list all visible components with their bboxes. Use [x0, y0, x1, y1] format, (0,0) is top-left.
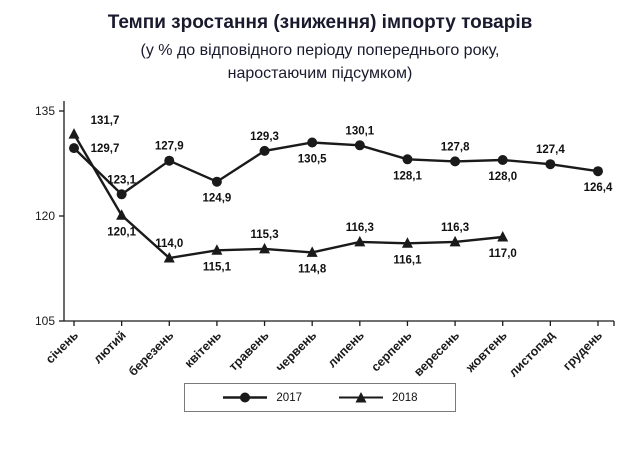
data-label: 128,0: [488, 171, 517, 183]
data-label: 120,1: [107, 227, 136, 239]
data-label: 116,1: [393, 255, 422, 267]
x-tick-label: січень: [43, 328, 81, 366]
series-2018: 131,7 120,1 114,0 115,1 115,3 114,8 116,3 116,1…: [68, 115, 517, 276]
triangle-marker-icon: [116, 209, 128, 221]
triangle-marker-icon: [259, 243, 271, 254]
legend: 2017 2018: [184, 383, 456, 413]
axes: [59, 101, 615, 327]
triangle-marker-icon: [401, 237, 413, 249]
y-tick-label: 105: [35, 314, 55, 328]
data-label: 127,8: [441, 142, 470, 154]
triangle-marker-icon: [449, 236, 461, 247]
x-tick-label: лютий: [91, 329, 129, 367]
circle-marker-icon: [497, 155, 508, 166]
chart-page: Темпи зростання (зниження) імпорту товар…: [0, 12, 640, 469]
data-label: 129,3: [250, 131, 279, 143]
triangle-marker-icon: [306, 246, 318, 258]
triangle-marker-icon: [211, 244, 223, 256]
triangle-marker-icon: [68, 128, 80, 139]
x-tick-label: липень: [325, 328, 367, 370]
circle-marker-icon: [223, 392, 268, 403]
x-tick-label: квітень: [182, 328, 224, 370]
series-line: [73, 141, 599, 197]
data-label: 116,3: [346, 222, 374, 234]
circle-marker-icon: [69, 143, 79, 154]
series-line: [72, 133, 503, 260]
y-axis-labels: 105 120 135: [35, 104, 55, 328]
legend-item-2017: 2017: [222, 391, 302, 404]
series-2017: 129,7 123,1 127,9 124,9 129,3 130,5 130,1 128,1…: [69, 126, 613, 205]
data-label: 126,4: [584, 183, 613, 195]
data-label: 123,1: [107, 175, 136, 187]
data-label: 124,9: [203, 193, 232, 205]
data-label: 127,9: [155, 141, 184, 153]
x-tick-label: вересень: [411, 328, 462, 379]
chart-title: Темпи зростання (зниження) імпорту товар…: [107, 12, 533, 33]
data-label: 130,5: [298, 154, 327, 166]
data-label: 127,4: [536, 145, 565, 157]
circle-marker-icon: [593, 166, 603, 177]
triangle-marker-icon: [354, 236, 366, 247]
circle-marker-icon: [354, 140, 365, 151]
y-tick-label: 120: [35, 209, 55, 223]
x-tick-label: грудень: [560, 328, 605, 373]
circle-marker-icon: [307, 137, 318, 148]
circle-marker-icon: [402, 154, 413, 165]
legend-item-2018: 2018: [338, 391, 418, 404]
legend-label-2018: 2018: [392, 391, 418, 404]
data-label: 131,7: [91, 115, 120, 127]
data-label: 115,3: [250, 229, 278, 241]
circle-marker-icon: [211, 177, 222, 188]
triangle-marker-icon: [163, 252, 175, 263]
x-tick-label: травень: [226, 328, 272, 374]
circle-marker-icon: [116, 189, 127, 200]
chart-subtitle-line1: (у % до відповідного періоду попередньог…: [140, 42, 500, 59]
circle-marker-icon: [164, 156, 175, 167]
x-tick-label: серпень: [368, 328, 414, 374]
data-label: 116,3: [441, 222, 469, 234]
data-label: 117,0: [489, 248, 517, 260]
legend-label-2017: 2017: [276, 391, 302, 404]
chart-subtitle-line2: наростаючим підсумком): [227, 65, 413, 83]
data-label: 128,1: [393, 171, 422, 183]
circle-marker-icon: [545, 159, 556, 170]
circle-marker-icon: [450, 156, 461, 167]
triangle-marker-icon: [339, 392, 383, 403]
x-tick-label: березень: [126, 328, 177, 379]
x-tick-label: червень: [273, 328, 320, 375]
x-tick-label: листопад: [506, 329, 557, 380]
triangle-marker-icon: [497, 231, 509, 242]
data-label: 115,1: [203, 262, 232, 274]
circle-marker-icon: [259, 146, 270, 157]
data-label: 129,7: [91, 143, 120, 155]
data-label: 114,8: [298, 264, 327, 276]
y-tick-label: 135: [35, 104, 55, 118]
x-tick-label: жовтень: [462, 328, 510, 376]
data-label: 130,1: [345, 126, 374, 138]
data-label: 114,0: [155, 238, 183, 250]
